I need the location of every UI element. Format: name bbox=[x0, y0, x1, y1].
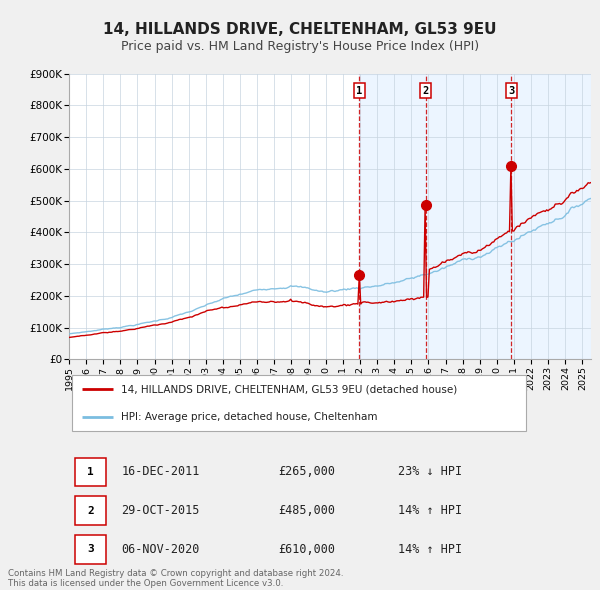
Text: 3: 3 bbox=[508, 86, 514, 96]
FancyBboxPatch shape bbox=[75, 535, 106, 563]
Text: 1: 1 bbox=[87, 467, 94, 477]
Text: 1: 1 bbox=[356, 86, 362, 96]
Text: 14% ↑ HPI: 14% ↑ HPI bbox=[398, 543, 462, 556]
Text: 2: 2 bbox=[422, 86, 428, 96]
Text: 16-DEC-2011: 16-DEC-2011 bbox=[121, 466, 200, 478]
Text: £485,000: £485,000 bbox=[278, 504, 335, 517]
Bar bbox=[359, 74, 591, 359]
Text: 2: 2 bbox=[87, 506, 94, 516]
Text: 14, HILLANDS DRIVE, CHELTENHAM, GL53 9EU (detached house): 14, HILLANDS DRIVE, CHELTENHAM, GL53 9EU… bbox=[121, 384, 457, 394]
FancyBboxPatch shape bbox=[71, 375, 526, 431]
Text: 23% ↓ HPI: 23% ↓ HPI bbox=[398, 466, 462, 478]
Text: HPI: Average price, detached house, Cheltenham: HPI: Average price, detached house, Chel… bbox=[121, 412, 378, 422]
FancyBboxPatch shape bbox=[75, 458, 106, 486]
Text: £265,000: £265,000 bbox=[278, 466, 335, 478]
FancyBboxPatch shape bbox=[75, 496, 106, 525]
Text: 29-OCT-2015: 29-OCT-2015 bbox=[121, 504, 200, 517]
Text: 3: 3 bbox=[87, 545, 94, 555]
Text: 06-NOV-2020: 06-NOV-2020 bbox=[121, 543, 200, 556]
Text: 14, HILLANDS DRIVE, CHELTENHAM, GL53 9EU: 14, HILLANDS DRIVE, CHELTENHAM, GL53 9EU bbox=[103, 22, 497, 37]
Text: Price paid vs. HM Land Registry's House Price Index (HPI): Price paid vs. HM Land Registry's House … bbox=[121, 40, 479, 53]
Text: £610,000: £610,000 bbox=[278, 543, 335, 556]
Text: 14% ↑ HPI: 14% ↑ HPI bbox=[398, 504, 462, 517]
Text: Contains HM Land Registry data © Crown copyright and database right 2024.
This d: Contains HM Land Registry data © Crown c… bbox=[8, 569, 343, 588]
